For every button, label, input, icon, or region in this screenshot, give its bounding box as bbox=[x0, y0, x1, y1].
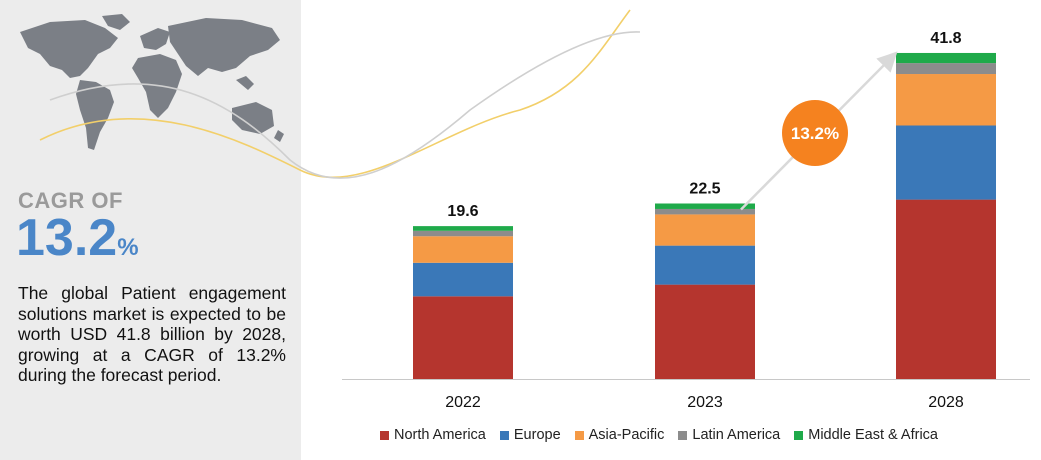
chart-legend: North America Europe Asia-Pacific Latin Ame… bbox=[380, 427, 938, 443]
x-tick-label: 2023 bbox=[687, 394, 723, 411]
market-summary-text: The global Patient engagement solutions … bbox=[18, 283, 286, 385]
legend-swatch bbox=[380, 430, 389, 440]
cagr-label: CAGR OF bbox=[18, 188, 123, 213]
legend-item: Asia-Pacific bbox=[574, 427, 665, 443]
legend-swatch bbox=[574, 430, 584, 440]
bar-segment-middle-east-africa-2028 bbox=[896, 52, 996, 64]
legend-item: Latin America bbox=[678, 427, 780, 443]
legend-label: Latin America bbox=[692, 427, 781, 443]
cagr-bubble bbox=[782, 100, 848, 166]
bar-segment-middle-east-africa-2023 bbox=[655, 203, 755, 209]
legend-item: North America bbox=[380, 427, 486, 443]
bar-segment-asia-pacific-2028 bbox=[896, 74, 996, 126]
plot-area: 19.6 2022 22.5 2023 41.8 2028 13.2% bbox=[342, 30, 1030, 411]
legend-label: Europe bbox=[513, 427, 561, 443]
bar-total-label: 41.8 bbox=[930, 30, 961, 47]
cagr-bubble-label: 13.2% bbox=[791, 124, 839, 143]
bar-segment-asia-pacific-2023 bbox=[655, 214, 755, 246]
bar-segment-north-america-2028 bbox=[896, 199, 996, 379]
world-map-icon bbox=[20, 14, 284, 150]
bar-total-label: 22.5 bbox=[689, 181, 720, 198]
bar-segment-latin-america-2022 bbox=[413, 230, 513, 237]
bar-segment-europe-2028 bbox=[896, 125, 996, 200]
bar-segment-latin-america-2028 bbox=[896, 63, 996, 75]
bar-segment-europe-2023 bbox=[655, 245, 755, 285]
cagr-value: 13.2% bbox=[16, 208, 139, 268]
legend-swatch bbox=[678, 430, 688, 440]
x-tick-label: 2022 bbox=[445, 394, 481, 411]
bar-segment-north-america-2022 bbox=[413, 296, 513, 379]
bar-total-label: 19.6 bbox=[447, 203, 478, 220]
summary-panel: CAGR OF 13.2% The global Patient engagem… bbox=[0, 0, 301, 460]
bar-segment-latin-america-2023 bbox=[655, 208, 755, 215]
legend-item: Middle East & Africa bbox=[794, 427, 938, 443]
bar-segment-middle-east-africa-2022 bbox=[413, 226, 513, 231]
legend-label: Asia-Pacific bbox=[588, 427, 665, 443]
cagr-number: 13.2 bbox=[16, 209, 118, 267]
legend-label: North America bbox=[394, 427, 486, 443]
bar-segment-north-america-2023 bbox=[655, 284, 755, 379]
legend-swatch bbox=[794, 430, 804, 440]
decorative-curves bbox=[39, 9, 641, 179]
legend-swatch bbox=[499, 430, 509, 440]
x-tick-label: 2028 bbox=[928, 394, 964, 411]
legend-item: Europe bbox=[499, 427, 561, 443]
bar-segment-europe-2022 bbox=[413, 262, 513, 297]
cagr-unit: % bbox=[117, 234, 139, 261]
bar-segment-asia-pacific-2022 bbox=[413, 236, 513, 263]
legend-label: Middle East & Africa bbox=[808, 427, 938, 443]
